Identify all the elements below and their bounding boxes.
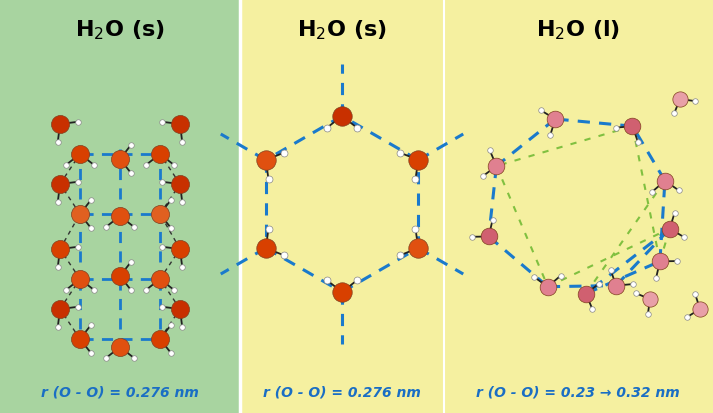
Text: r (O - O) = 0.23 → 0.32 nm: r (O - O) = 0.23 → 0.32 nm bbox=[476, 385, 680, 399]
FancyBboxPatch shape bbox=[240, 0, 713, 413]
Text: H$_2$O (l): H$_2$O (l) bbox=[536, 18, 620, 41]
Text: r (O - O) = 0.276 nm: r (O - O) = 0.276 nm bbox=[263, 385, 421, 399]
Text: r (O - O) = 0.276 nm: r (O - O) = 0.276 nm bbox=[41, 385, 199, 399]
FancyBboxPatch shape bbox=[0, 0, 240, 413]
Text: H$_2$O (s): H$_2$O (s) bbox=[297, 18, 387, 41]
Text: H$_2$O (s): H$_2$O (s) bbox=[75, 18, 165, 41]
